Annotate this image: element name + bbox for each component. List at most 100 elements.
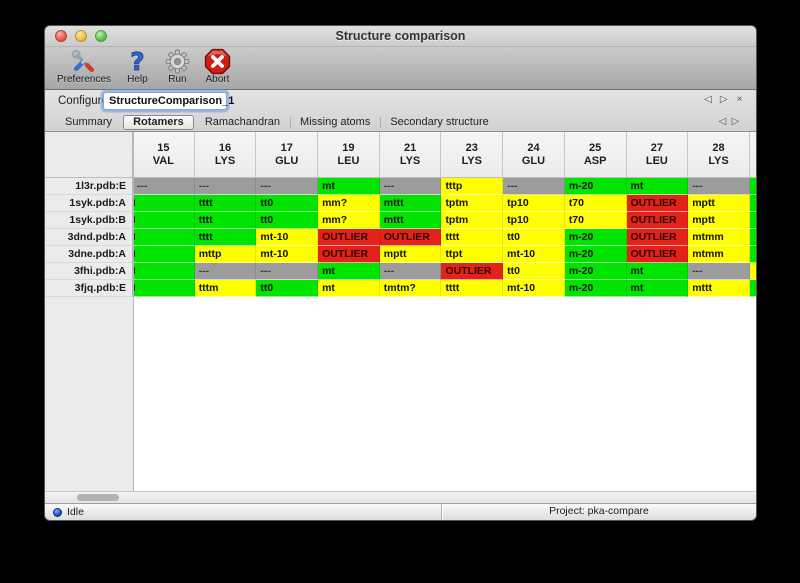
rotamer-cell[interactable]: tt0 <box>256 280 319 297</box>
column-header-15[interactable]: 15 VAL <box>133 132 195 178</box>
rotamer-cell[interactable]: mt <box>626 263 689 280</box>
rotamer-cell[interactable]: mt <box>318 280 380 297</box>
rotamer-cell[interactable]: --- <box>256 178 319 195</box>
column-header-23[interactable]: 23 LYS <box>441 132 504 178</box>
rotamer-cell[interactable]: m-20 <box>564 178 627 195</box>
column-header-25[interactable]: 25 ASP <box>564 132 627 178</box>
rotamer-cell[interactable]: tp10 <box>503 212 565 229</box>
row-header[interactable]: 1syk.pdb:B <box>45 212 133 229</box>
scrollbar-thumb[interactable] <box>77 494 119 501</box>
rotamer-cell[interactable]: tttt <box>194 212 257 229</box>
rotamer-cell[interactable]: --- <box>256 263 319 280</box>
rotamer-cell[interactable]: tttm <box>194 280 257 297</box>
rotamer-cell[interactable]: mm? <box>318 195 380 212</box>
rotamer-cell[interactable]: mptt <box>379 246 442 263</box>
rotamer-cell[interactable]: tttp <box>441 178 504 195</box>
row-header[interactable]: 3dne.pdb:A <box>45 246 133 263</box>
rotamer-cell[interactable]: OUTLIER <box>626 246 689 263</box>
rotamer-cell[interactable]: tttt <box>194 195 257 212</box>
rotamer-cell[interactable]: m-20 <box>564 280 627 297</box>
rotamer-cell[interactable]: tttt <box>441 229 504 246</box>
rotamer-cell[interactable]: mttt <box>379 212 442 229</box>
column-header-21[interactable]: 21 LYS <box>379 132 442 178</box>
rotamer-cell[interactable]: ttpt <box>441 246 504 263</box>
tabs-scroll-left-button[interactable]: ◁ <box>718 116 727 127</box>
rotamer-cell[interactable]: mt <box>626 178 689 195</box>
rotamer-cell[interactable]: tt0 <box>256 195 319 212</box>
rotamer-cell[interactable]: OUTLIER <box>318 246 380 263</box>
rotamer-cell[interactable]: --- <box>194 263 257 280</box>
column-header-24[interactable]: 24 GLU <box>503 132 565 178</box>
rotamer-cell[interactable]: tptm <box>441 195 504 212</box>
toolbar-run-button[interactable]: Run <box>164 48 191 88</box>
rotamer-cell[interactable]: m-20 <box>564 246 627 263</box>
column-header-19[interactable]: 19 LEU <box>318 132 380 178</box>
rotamer-cell[interactable]: tt0 <box>256 212 319 229</box>
rotamer-cell[interactable]: tptm <box>441 212 504 229</box>
rotamer-cell[interactable]: --- <box>133 178 195 195</box>
tabs-scroll-right-button[interactable]: ▷ <box>731 116 740 127</box>
rotamer-cell[interactable]: --- <box>688 178 750 195</box>
column-header-17[interactable]: 17 GLU <box>256 132 319 178</box>
rotamer-cell[interactable]: --- <box>688 263 750 280</box>
rotamer-cell[interactable]: --- <box>379 263 442 280</box>
rotamer-cell[interactable]: OUTLIER <box>626 212 689 229</box>
tab-secondary-structure[interactable]: Secondary structure <box>380 115 498 130</box>
rotamer-cell[interactable]: tttt <box>441 280 504 297</box>
rotamer-cell[interactable]: --- <box>379 178 442 195</box>
toolbar-abort-button[interactable]: Abort <box>204 48 231 88</box>
zoom-button[interactable] <box>95 30 107 42</box>
rotamer-cell[interactable]: OUTLIER <box>626 195 689 212</box>
rotamer-cell[interactable]: mt-10 <box>503 246 565 263</box>
rotamer-cell[interactable]: t <box>133 229 195 246</box>
rotamer-cell[interactable]: mt <box>318 178 380 195</box>
rotamer-cell[interactable]: t <box>133 280 195 297</box>
next-configuration-button[interactable]: ▷ <box>719 94 728 105</box>
column-header-27[interactable]: 27 LEU <box>626 132 689 178</box>
rotamer-cell[interactable]: --- <box>194 178 257 195</box>
rotamer-cell[interactable]: mt-10 <box>256 229 319 246</box>
rotamer-cell[interactable]: mt <box>626 280 689 297</box>
row-header[interactable]: 1l3r.pdb:E <box>45 178 133 195</box>
rotamer-cell[interactable]: t <box>133 246 195 263</box>
tab-missing-atoms[interactable]: Missing atoms <box>290 115 380 130</box>
rotamer-cell[interactable]: tttt <box>194 229 257 246</box>
toolbar-help-button[interactable]: ? Help <box>124 48 151 88</box>
rotamer-cell[interactable]: tt0 <box>503 263 565 280</box>
horizontal-scrollbar[interactable] <box>45 491 756 503</box>
rotamer-cell[interactable]: mttp <box>194 246 257 263</box>
prev-configuration-button[interactable]: ◁ <box>704 94 712 105</box>
rotamer-cell[interactable]: mptt <box>688 195 750 212</box>
rotamer-cell[interactable]: t <box>133 263 195 280</box>
rotamer-cell[interactable]: mttt <box>688 280 750 297</box>
minimize-button[interactable] <box>75 30 87 42</box>
rotamer-cell[interactable]: OUTLIER <box>379 229 442 246</box>
row-header[interactable]: 1syk.pdb:A <box>45 195 133 212</box>
rotamer-cell[interactable]: mt-10 <box>256 246 319 263</box>
rotamer-cell[interactable]: OUTLIER <box>626 229 689 246</box>
rotamer-cell[interactable]: m-20 <box>564 263 627 280</box>
rotamer-cell[interactable]: t70 <box>564 212 627 229</box>
rotamer-cell[interactable]: m-20 <box>564 229 627 246</box>
row-header[interactable]: 3fhi.pdb:A <box>45 263 133 280</box>
close-button[interactable] <box>55 30 67 42</box>
tab-rotamers[interactable]: Rotamers <box>123 115 194 130</box>
rotamer-cell[interactable]: OUTLIER <box>318 229 380 246</box>
rotamer-cell[interactable]: mt-10 <box>503 280 565 297</box>
rotamer-cell[interactable]: mptt <box>688 212 750 229</box>
close-configuration-button[interactable]: × <box>736 94 743 105</box>
rotamer-cell[interactable]: tmtm? <box>379 280 442 297</box>
rotamer-cell[interactable]: mtmm <box>688 246 750 263</box>
rotamer-cell[interactable]: mt <box>318 263 380 280</box>
column-header-16[interactable]: 16 LYS <box>194 132 257 178</box>
row-header[interactable]: 3dnd.pdb:A <box>45 229 133 246</box>
rotamer-cell[interactable]: t <box>133 195 195 212</box>
tab-summary[interactable]: Summary <box>65 116 113 128</box>
rotamer-cell[interactable]: mm? <box>318 212 380 229</box>
rotamer-cell[interactable]: tt0 <box>503 229 565 246</box>
rotamer-cell[interactable]: mtmm <box>688 229 750 246</box>
rotamer-cell[interactable]: t <box>133 212 195 229</box>
tab-ramachandran[interactable]: Ramachandran <box>204 116 281 128</box>
column-header-28[interactable]: 28 LYS <box>688 132 750 178</box>
rotamer-cell[interactable]: OUTLIER <box>441 263 504 280</box>
